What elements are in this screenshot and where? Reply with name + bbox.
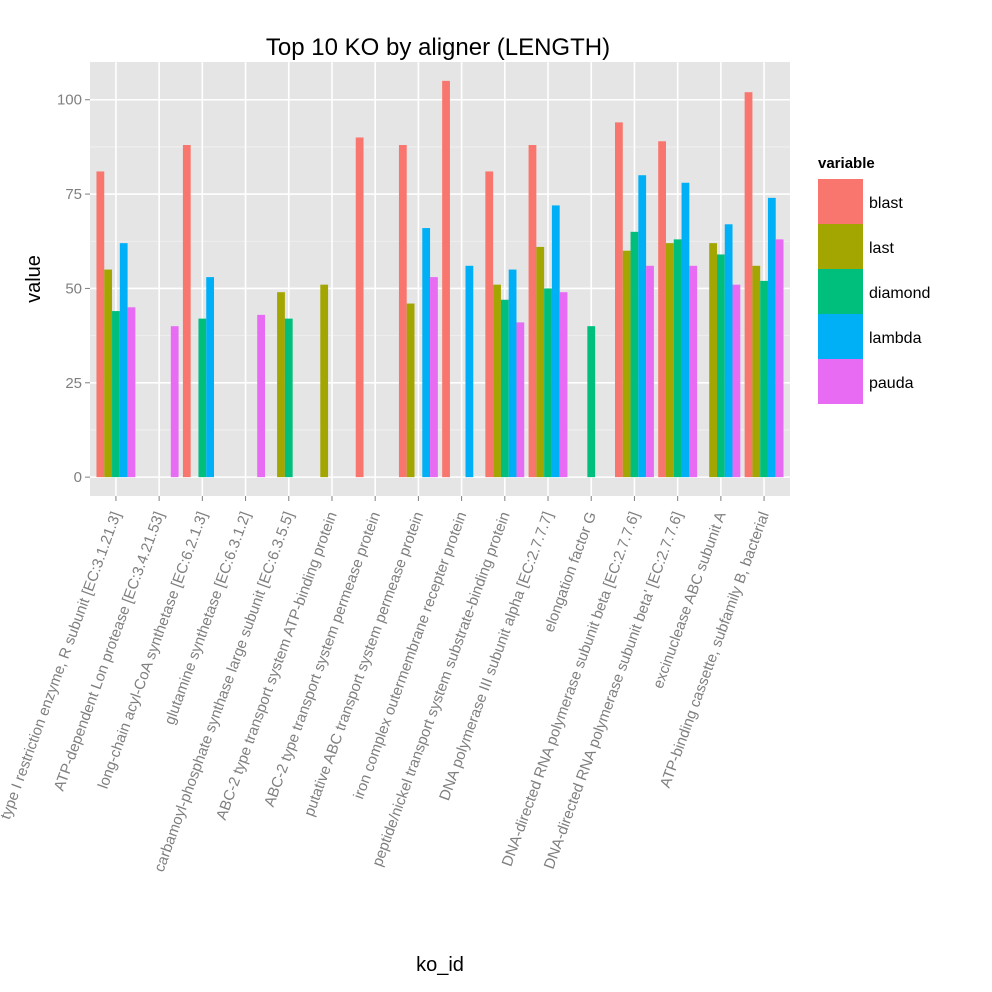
bar-last — [493, 284, 501, 478]
bar-pauda — [732, 284, 741, 478]
bar-last — [709, 243, 717, 478]
bar-pauda — [775, 239, 784, 478]
bar-lambda — [551, 205, 560, 478]
bar-last — [536, 246, 545, 478]
bar-diamond — [500, 299, 509, 478]
y-tick-label: 25 — [65, 375, 82, 392]
bar-lambda — [724, 224, 733, 478]
x-tick-label: glutamine synthetase [EC:6.3.1.2] — [161, 510, 254, 727]
bar-pauda — [646, 265, 654, 478]
bar-blast — [398, 145, 407, 478]
bar-diamond — [716, 254, 725, 478]
bar-last — [320, 284, 329, 478]
bar-diamond — [284, 318, 293, 478]
y-axis: 0 25 50 75 100 — [57, 92, 90, 486]
bar-pauda — [127, 307, 136, 478]
legend-key-lambda — [818, 314, 863, 359]
bar-pauda — [170, 326, 179, 478]
bar-last — [277, 292, 285, 478]
bar-last — [622, 250, 631, 478]
bar-last — [665, 243, 674, 478]
bar-blast — [744, 92, 753, 478]
bar-diamond — [760, 280, 768, 478]
bar-blast — [96, 171, 105, 478]
bar-last — [752, 265, 761, 478]
bar-diamond — [112, 311, 120, 478]
bar-diamond — [630, 231, 639, 478]
bar-blast — [485, 171, 494, 478]
legend-label-blast: blast — [869, 195, 903, 212]
y-tick-label: 50 — [65, 280, 82, 297]
y-tick-label: 0 — [74, 469, 82, 486]
bar-last — [104, 269, 113, 478]
chart-title: Top 10 KO by aligner (LENGTH) — [266, 34, 610, 61]
bar-pauda — [689, 265, 698, 478]
bar-blast — [355, 137, 364, 478]
x-axis: type I restriction enzyme, R subunit [EC… — [0, 496, 773, 874]
y-tick-label: 100 — [57, 92, 82, 109]
bars — [96, 80, 784, 478]
bar-pauda — [516, 322, 525, 478]
bar-lambda — [638, 175, 647, 478]
bar-lambda — [119, 243, 128, 478]
bar-lambda — [508, 269, 517, 478]
legend-label-pauda: pauda — [869, 375, 914, 392]
legend-label-last: last — [869, 240, 894, 257]
bar-lambda — [206, 277, 215, 478]
legend-items: blast last diamond lambda pauda — [818, 179, 930, 404]
y-axis-title: value — [23, 255, 45, 303]
y-tick-label: 75 — [65, 186, 82, 203]
legend-key-last — [818, 224, 863, 269]
bar-diamond — [673, 239, 682, 478]
bar-lambda — [465, 265, 474, 478]
x-axis-title: ko_id — [416, 954, 464, 976]
legend-key-diamond — [818, 269, 863, 314]
bar-diamond — [198, 318, 207, 478]
bar-blast — [182, 145, 191, 478]
legend: variable blast last diamond lambda pauda — [818, 155, 930, 404]
bar-lambda — [422, 228, 431, 478]
bar-diamond — [544, 288, 552, 478]
bar-blast — [658, 141, 666, 478]
bar-blast — [528, 145, 537, 478]
legend-key-pauda — [818, 359, 863, 404]
bar-blast — [615, 122, 623, 478]
bar-pauda — [257, 314, 265, 478]
legend-label-diamond: diamond — [869, 285, 930, 302]
bar-blast — [442, 80, 450, 478]
legend-label-lambda: lambda — [869, 330, 922, 347]
bar-last — [406, 303, 415, 478]
bar-diamond — [587, 326, 596, 478]
legend-key-blast — [818, 179, 863, 224]
bar-pauda — [559, 292, 568, 478]
legend-title: variable — [818, 155, 875, 172]
bar-lambda — [767, 197, 776, 478]
bar-pauda — [430, 277, 438, 478]
bar-lambda — [681, 182, 690, 478]
